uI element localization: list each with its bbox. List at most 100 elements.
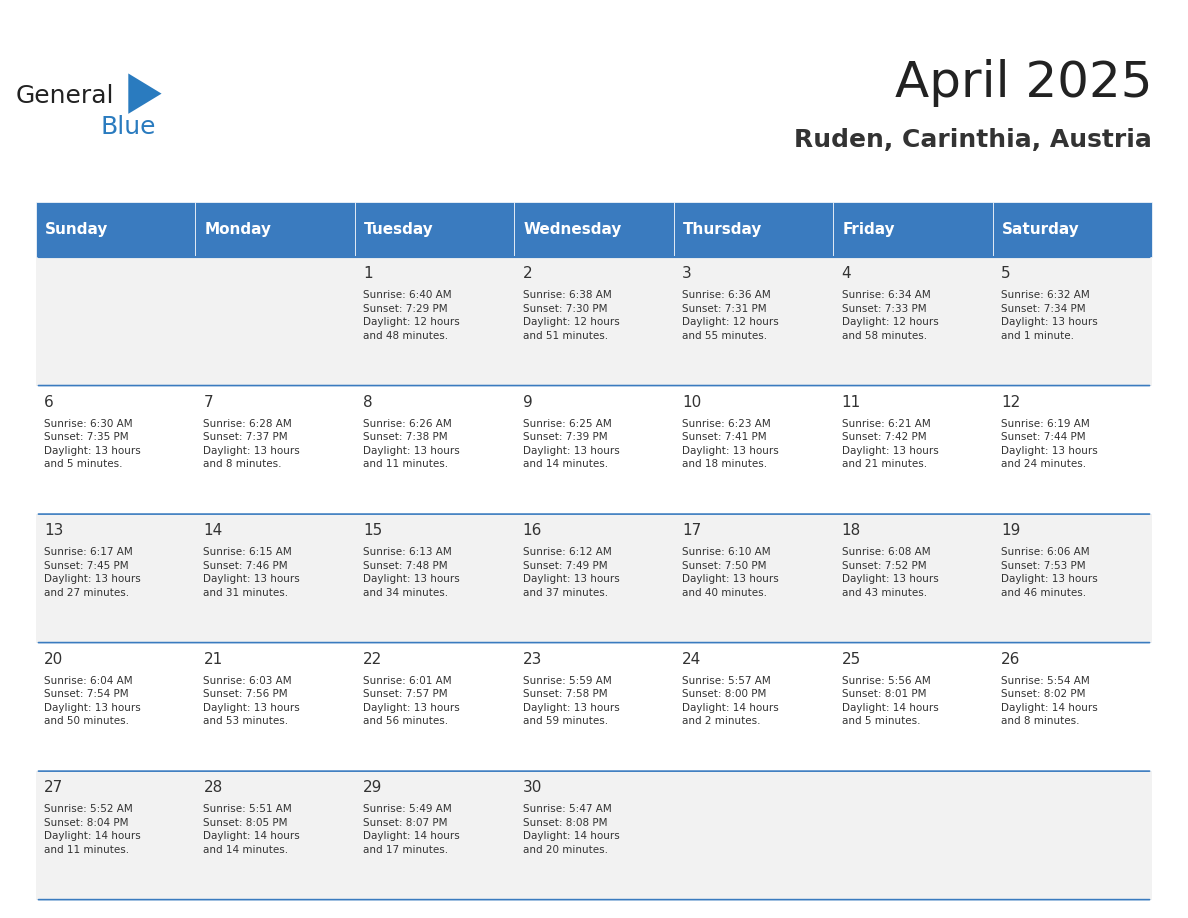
Text: 1: 1: [364, 266, 373, 281]
Text: Sunrise: 6:25 AM
Sunset: 7:39 PM
Daylight: 13 hours
and 14 minutes.: Sunrise: 6:25 AM Sunset: 7:39 PM Dayligh…: [523, 419, 619, 469]
Text: Sunrise: 6:34 AM
Sunset: 7:33 PM
Daylight: 12 hours
and 58 minutes.: Sunrise: 6:34 AM Sunset: 7:33 PM Dayligh…: [841, 290, 939, 341]
Text: Sunrise: 6:36 AM
Sunset: 7:31 PM
Daylight: 12 hours
and 55 minutes.: Sunrise: 6:36 AM Sunset: 7:31 PM Dayligh…: [682, 290, 779, 341]
Polygon shape: [128, 73, 162, 114]
Text: 14: 14: [203, 523, 222, 538]
Text: Sunrise: 6:19 AM
Sunset: 7:44 PM
Daylight: 13 hours
and 24 minutes.: Sunrise: 6:19 AM Sunset: 7:44 PM Dayligh…: [1001, 419, 1098, 469]
Bar: [36, 386, 195, 514]
Text: Sunrise: 5:47 AM
Sunset: 8:08 PM
Daylight: 14 hours
and 20 minutes.: Sunrise: 5:47 AM Sunset: 8:08 PM Dayligh…: [523, 804, 619, 855]
Bar: [355, 514, 514, 643]
Text: General: General: [17, 84, 114, 108]
Text: Sunrise: 5:56 AM
Sunset: 8:01 PM
Daylight: 14 hours
and 5 minutes.: Sunrise: 5:56 AM Sunset: 8:01 PM Dayligh…: [841, 676, 939, 726]
Bar: [993, 257, 1152, 386]
Bar: [993, 202, 1152, 257]
Bar: [993, 386, 1152, 514]
Text: Sunrise: 6:40 AM
Sunset: 7:29 PM
Daylight: 12 hours
and 48 minutes.: Sunrise: 6:40 AM Sunset: 7:29 PM Dayligh…: [364, 290, 460, 341]
Bar: [195, 257, 355, 386]
Text: 24: 24: [682, 652, 701, 666]
Bar: [674, 386, 833, 514]
Text: Sunrise: 6:04 AM
Sunset: 7:54 PM
Daylight: 13 hours
and 50 minutes.: Sunrise: 6:04 AM Sunset: 7:54 PM Dayligh…: [44, 676, 140, 726]
Text: Sunrise: 6:15 AM
Sunset: 7:46 PM
Daylight: 13 hours
and 31 minutes.: Sunrise: 6:15 AM Sunset: 7:46 PM Dayligh…: [203, 547, 301, 598]
Bar: [36, 514, 195, 643]
Bar: [833, 643, 993, 771]
Text: Sunrise: 6:13 AM
Sunset: 7:48 PM
Daylight: 13 hours
and 34 minutes.: Sunrise: 6:13 AM Sunset: 7:48 PM Dayligh…: [364, 547, 460, 598]
Bar: [674, 514, 833, 643]
Bar: [514, 643, 674, 771]
Bar: [514, 386, 674, 514]
Text: 19: 19: [1001, 523, 1020, 538]
Text: Blue: Blue: [101, 115, 156, 139]
Text: 26: 26: [1001, 652, 1020, 666]
Bar: [993, 771, 1152, 900]
Bar: [993, 514, 1152, 643]
Text: 4: 4: [841, 266, 852, 281]
Bar: [514, 202, 674, 257]
Text: 5: 5: [1001, 266, 1011, 281]
Text: Sunrise: 5:51 AM
Sunset: 8:05 PM
Daylight: 14 hours
and 14 minutes.: Sunrise: 5:51 AM Sunset: 8:05 PM Dayligh…: [203, 804, 301, 855]
Bar: [514, 257, 674, 386]
Text: 23: 23: [523, 652, 542, 666]
Text: April 2025: April 2025: [895, 59, 1152, 106]
Bar: [195, 202, 355, 257]
Text: 7: 7: [203, 395, 213, 409]
Text: 12: 12: [1001, 395, 1020, 409]
Text: 27: 27: [44, 780, 63, 795]
Bar: [36, 771, 195, 900]
Text: Sunrise: 6:23 AM
Sunset: 7:41 PM
Daylight: 13 hours
and 18 minutes.: Sunrise: 6:23 AM Sunset: 7:41 PM Dayligh…: [682, 419, 779, 469]
Bar: [355, 257, 514, 386]
Bar: [36, 643, 195, 771]
Bar: [195, 643, 355, 771]
Bar: [355, 643, 514, 771]
Text: Sunrise: 5:57 AM
Sunset: 8:00 PM
Daylight: 14 hours
and 2 minutes.: Sunrise: 5:57 AM Sunset: 8:00 PM Dayligh…: [682, 676, 779, 726]
Text: Sunrise: 6:32 AM
Sunset: 7:34 PM
Daylight: 13 hours
and 1 minute.: Sunrise: 6:32 AM Sunset: 7:34 PM Dayligh…: [1001, 290, 1098, 341]
Text: Sunrise: 5:49 AM
Sunset: 8:07 PM
Daylight: 14 hours
and 17 minutes.: Sunrise: 5:49 AM Sunset: 8:07 PM Dayligh…: [364, 804, 460, 855]
Text: 20: 20: [44, 652, 63, 666]
Text: Friday: Friday: [842, 222, 896, 237]
Text: 3: 3: [682, 266, 691, 281]
Text: Sunrise: 6:08 AM
Sunset: 7:52 PM
Daylight: 13 hours
and 43 minutes.: Sunrise: 6:08 AM Sunset: 7:52 PM Dayligh…: [841, 547, 939, 598]
Bar: [195, 514, 355, 643]
Bar: [355, 202, 514, 257]
Text: 17: 17: [682, 523, 701, 538]
Bar: [36, 257, 195, 386]
Bar: [833, 386, 993, 514]
Bar: [195, 386, 355, 514]
Text: 2: 2: [523, 266, 532, 281]
Text: Ruden, Carinthia, Austria: Ruden, Carinthia, Austria: [795, 128, 1152, 151]
Text: Sunrise: 6:30 AM
Sunset: 7:35 PM
Daylight: 13 hours
and 5 minutes.: Sunrise: 6:30 AM Sunset: 7:35 PM Dayligh…: [44, 419, 140, 469]
Text: Sunrise: 6:03 AM
Sunset: 7:56 PM
Daylight: 13 hours
and 53 minutes.: Sunrise: 6:03 AM Sunset: 7:56 PM Dayligh…: [203, 676, 301, 726]
Text: Sunrise: 5:59 AM
Sunset: 7:58 PM
Daylight: 13 hours
and 59 minutes.: Sunrise: 5:59 AM Sunset: 7:58 PM Dayligh…: [523, 676, 619, 726]
Text: 16: 16: [523, 523, 542, 538]
Text: 18: 18: [841, 523, 861, 538]
Text: 15: 15: [364, 523, 383, 538]
Text: Sunrise: 5:54 AM
Sunset: 8:02 PM
Daylight: 14 hours
and 8 minutes.: Sunrise: 5:54 AM Sunset: 8:02 PM Dayligh…: [1001, 676, 1098, 726]
Text: Saturday: Saturday: [1003, 222, 1080, 237]
Bar: [674, 771, 833, 900]
Bar: [514, 514, 674, 643]
Text: 28: 28: [203, 780, 222, 795]
Text: Tuesday: Tuesday: [365, 222, 434, 237]
Text: Sunday: Sunday: [45, 222, 108, 237]
Text: 9: 9: [523, 395, 532, 409]
Text: Sunrise: 6:38 AM
Sunset: 7:30 PM
Daylight: 12 hours
and 51 minutes.: Sunrise: 6:38 AM Sunset: 7:30 PM Dayligh…: [523, 290, 619, 341]
Bar: [833, 771, 993, 900]
Text: 13: 13: [44, 523, 63, 538]
Text: 21: 21: [203, 652, 222, 666]
Text: 25: 25: [841, 652, 861, 666]
Text: Sunrise: 6:26 AM
Sunset: 7:38 PM
Daylight: 13 hours
and 11 minutes.: Sunrise: 6:26 AM Sunset: 7:38 PM Dayligh…: [364, 419, 460, 469]
Bar: [674, 257, 833, 386]
Text: 22: 22: [364, 652, 383, 666]
Bar: [993, 643, 1152, 771]
Bar: [355, 771, 514, 900]
Bar: [674, 202, 833, 257]
Text: Thursday: Thursday: [683, 222, 763, 237]
Text: Sunrise: 6:28 AM
Sunset: 7:37 PM
Daylight: 13 hours
and 8 minutes.: Sunrise: 6:28 AM Sunset: 7:37 PM Dayligh…: [203, 419, 301, 469]
Text: Sunrise: 6:01 AM
Sunset: 7:57 PM
Daylight: 13 hours
and 56 minutes.: Sunrise: 6:01 AM Sunset: 7:57 PM Dayligh…: [364, 676, 460, 726]
Bar: [36, 202, 195, 257]
Text: Sunrise: 6:21 AM
Sunset: 7:42 PM
Daylight: 13 hours
and 21 minutes.: Sunrise: 6:21 AM Sunset: 7:42 PM Dayligh…: [841, 419, 939, 469]
Text: Sunrise: 6:06 AM
Sunset: 7:53 PM
Daylight: 13 hours
and 46 minutes.: Sunrise: 6:06 AM Sunset: 7:53 PM Dayligh…: [1001, 547, 1098, 598]
Bar: [833, 257, 993, 386]
Text: 10: 10: [682, 395, 701, 409]
Text: 29: 29: [364, 780, 383, 795]
Bar: [514, 771, 674, 900]
Text: Sunrise: 6:10 AM
Sunset: 7:50 PM
Daylight: 13 hours
and 40 minutes.: Sunrise: 6:10 AM Sunset: 7:50 PM Dayligh…: [682, 547, 779, 598]
